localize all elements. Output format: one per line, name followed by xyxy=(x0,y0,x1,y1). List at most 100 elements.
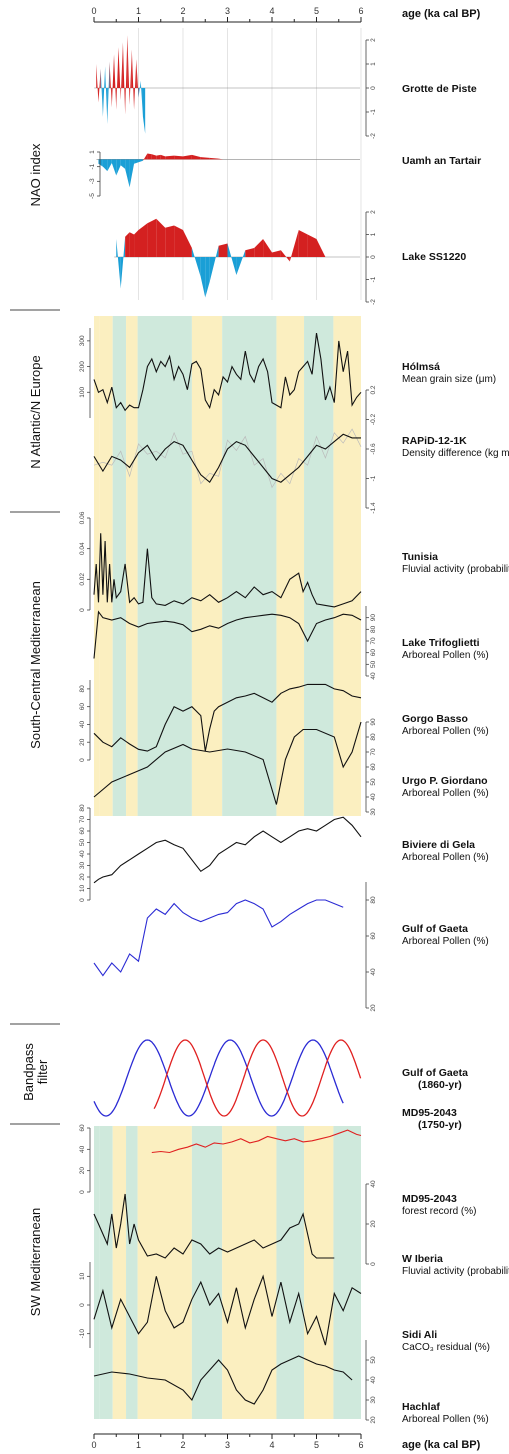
y-tick-label: 0 xyxy=(370,86,377,90)
nao-area-segment xyxy=(120,159,126,169)
bandpass-line-md95 xyxy=(153,1039,362,1117)
record-name: Lake SS1220 xyxy=(402,251,466,263)
nao-area-segment xyxy=(138,80,141,98)
y-tick-label: 1 xyxy=(370,232,377,236)
x-tick-label: 5 xyxy=(314,6,319,16)
nao-area-segment xyxy=(118,47,121,100)
y-tick-label: 1 xyxy=(89,150,96,154)
nao-area-segment xyxy=(102,66,106,117)
record-labels: Grotte de Piste Uamh an Tartair Lake SS122… xyxy=(402,83,509,1425)
x-tick-label: 3 xyxy=(225,6,230,16)
nao-area-segment xyxy=(147,218,157,257)
y-tick-label: -1 xyxy=(370,109,377,115)
band-rect-sw xyxy=(333,1126,361,1419)
series-line xyxy=(93,1355,353,1405)
record-subtitle: CaCO₃ residual (%) xyxy=(402,1342,490,1353)
nao-area-segment xyxy=(209,245,219,282)
climate-bands xyxy=(94,316,361,1419)
nao-area-segment xyxy=(272,250,281,257)
y-tick-label: 0.06 xyxy=(79,511,86,524)
record-subtitle: Arboreal Pollen (%) xyxy=(402,936,489,947)
series-line xyxy=(93,433,361,484)
nao-area-segment xyxy=(245,248,255,257)
nao-area-segment xyxy=(138,159,143,163)
nao-area-segment xyxy=(289,230,299,262)
record-subtitle: Arboreal Pollen (%) xyxy=(402,650,489,661)
series-line xyxy=(93,721,362,805)
y-tick-label: 70 xyxy=(370,748,377,756)
x-tick-label: 6 xyxy=(358,6,363,16)
record-name: Biviere di Gela xyxy=(402,839,475,851)
nao-area-segment xyxy=(134,59,137,110)
y-tick-label: 40 xyxy=(79,1145,86,1153)
y-tick-label: 60 xyxy=(370,932,377,940)
y-tick-label: 60 xyxy=(370,763,377,771)
nao-area-segment xyxy=(100,68,103,117)
y-tick-label: 60 xyxy=(79,827,86,835)
nao-area-segment xyxy=(307,234,317,257)
x-tick-label: 3 xyxy=(225,1440,230,1450)
nao-area-segment xyxy=(107,61,110,124)
y-tick-label: 60 xyxy=(79,1124,86,1132)
y-tick-label: 0.02 xyxy=(79,573,86,586)
x-tick-label: 1 xyxy=(136,6,141,16)
y-tick-label: 0 xyxy=(79,1303,86,1307)
band-rect-sw xyxy=(99,1126,113,1419)
record-name: Uamh an Tartair xyxy=(402,155,481,167)
nao-area-segment xyxy=(114,54,117,110)
nao-area-segment xyxy=(218,158,224,160)
nao-area-segment xyxy=(156,154,161,160)
band-rect-sw xyxy=(112,1126,127,1419)
record-subtitle: Density difference (kg m⁻³) xyxy=(402,448,509,459)
y-tick-label: 1 xyxy=(370,62,377,66)
group-label: SW Mediterranean xyxy=(28,1208,43,1316)
x-tick-label: 0 xyxy=(91,6,96,16)
y-tick-label: 70 xyxy=(370,637,377,645)
nao-area-segment xyxy=(116,159,121,176)
record-subtitle: Arboreal Pollen (%) xyxy=(402,788,489,799)
y-tick-label: 2 xyxy=(370,210,377,214)
nao-area-segment xyxy=(183,154,192,160)
series-line xyxy=(93,1193,335,1259)
nao-area-segment xyxy=(127,35,130,105)
record-subtitle: forest record (%) xyxy=(402,1206,476,1217)
y-tick-label: 90 xyxy=(370,718,377,726)
y-tick-label: 10 xyxy=(79,1272,86,1280)
record-subtitle: (1860-yr) xyxy=(418,1079,462,1091)
record-name: Grotte de Piste xyxy=(402,83,477,95)
y-tick-label: -1 xyxy=(370,276,377,282)
y-tick-label: 60 xyxy=(370,649,377,657)
group-label: South-Central Mediterranean xyxy=(28,581,43,749)
x-tick-label: 0 xyxy=(91,1440,96,1450)
y-tick-label: 30 xyxy=(370,808,377,816)
nao-area-segment xyxy=(263,239,272,257)
nao-area-segment xyxy=(136,59,139,98)
nao-area-segment xyxy=(122,42,126,115)
band-rect xyxy=(222,316,277,816)
y-tick-label: 40 xyxy=(370,1180,377,1188)
y-tick-label: 80 xyxy=(79,685,86,693)
band-rect xyxy=(276,316,305,816)
bandpass-line-gaeta xyxy=(93,1039,344,1117)
y-tick-label: 50 xyxy=(370,660,377,668)
series-line xyxy=(93,610,362,659)
nao-area-segment xyxy=(105,66,108,124)
nao-area-segment xyxy=(107,159,112,172)
record-name: RAPiD-12-1K xyxy=(402,435,467,447)
record-name: Gorgo Basso xyxy=(402,713,468,725)
y-tick-label: 50 xyxy=(79,839,86,847)
band-rect-sw xyxy=(126,1126,138,1419)
nao-area-segment xyxy=(120,42,123,100)
record-name: MD95-2043 xyxy=(402,1107,457,1119)
nao-area-segment xyxy=(129,159,135,188)
record-name: MD95-2043 xyxy=(402,1193,457,1205)
band-rect-sw xyxy=(222,1126,277,1419)
y-tick-label: 200 xyxy=(79,361,86,372)
record-name: Gulf of Gaeta xyxy=(402,923,468,935)
nao-area-segment xyxy=(125,35,128,115)
record-name: Tunisia xyxy=(402,551,438,563)
y-tick-label: -10 xyxy=(79,1329,86,1339)
series-line xyxy=(93,899,344,977)
x-tick-label: 1 xyxy=(136,1440,141,1450)
